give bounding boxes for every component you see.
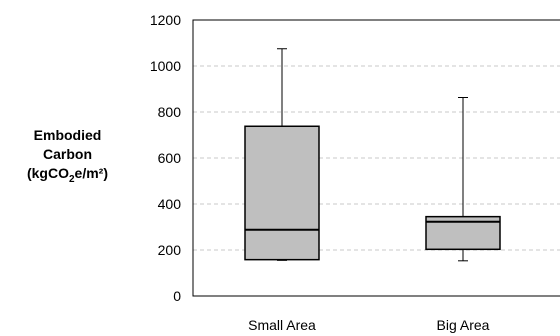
y-tick-label-0: 0 bbox=[173, 288, 181, 304]
x-tick-label-small-area: Small Area bbox=[248, 317, 316, 333]
small-area-box bbox=[244, 125, 320, 261]
y-axis-label-line-2: Carbon bbox=[43, 146, 92, 162]
unit-suffix: e/m²) bbox=[74, 165, 108, 181]
x-tick-label-big-area: Big Area bbox=[437, 317, 490, 333]
y-tick-label-1200: 1200 bbox=[150, 12, 181, 28]
plot-area-frame bbox=[192, 19, 560, 297]
y-axis-label-unit: (kgCO2e/m²) bbox=[0, 164, 135, 189]
unit-prefix: (kgCO bbox=[26, 165, 69, 181]
y-tick-label-600: 600 bbox=[158, 150, 182, 166]
y-tick-label-1000: 1000 bbox=[150, 58, 181, 74]
y-axis-label-line-1: Embodied bbox=[33, 127, 102, 143]
y-tick-label-800: 800 bbox=[158, 104, 182, 120]
unit-subscript: 2 bbox=[68, 173, 75, 185]
y-axis-label: Embodied Carbon (kgCO2e/m²) bbox=[0, 126, 135, 189]
y-tick-label-400: 400 bbox=[158, 196, 182, 212]
y-tick-label-200: 200 bbox=[158, 242, 182, 258]
